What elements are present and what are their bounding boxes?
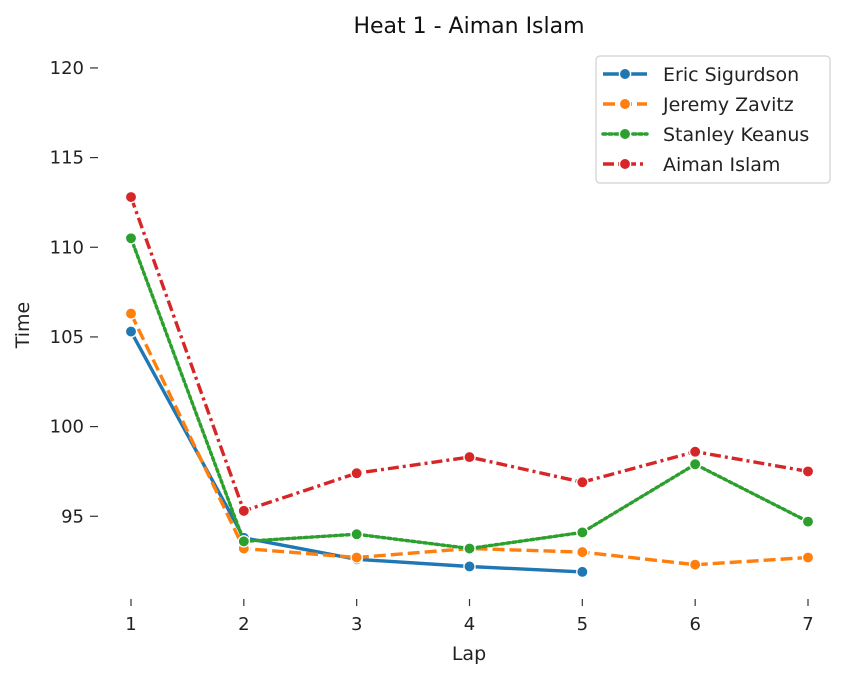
y-tick-label: 105 [50, 327, 84, 348]
legend-marker [618, 97, 632, 111]
legend-item: Eric Sigurdson [603, 64, 799, 86]
x-tick-label: 2 [238, 614, 249, 635]
legend-marker [618, 157, 632, 171]
data-point [237, 535, 251, 548]
chart-title: Heat 1 - Aiman Islam [353, 14, 584, 39]
data-point [237, 504, 251, 518]
series-line [129, 196, 809, 513]
data-point [576, 565, 589, 579]
series-line [129, 236, 810, 551]
data-point [576, 545, 589, 559]
data-point [576, 526, 589, 539]
data-point [350, 551, 363, 564]
series-line [129, 312, 809, 567]
legend: Eric Sigurdson Jeremy Zavitz Stanley Keanu… [595, 55, 831, 184]
y-tick-label: 120 [50, 58, 84, 79]
data-point [801, 465, 815, 478]
x-tick-label: 1 [125, 614, 136, 635]
x-tick-label: 4 [464, 614, 475, 635]
series-aiman-islam [124, 190, 815, 518]
data-point [124, 325, 138, 338]
data-point [801, 551, 815, 564]
legend-marker [618, 127, 632, 141]
y-tick-label: 115 [50, 148, 84, 169]
y-axis: 95 100 105 110 115 120 [50, 58, 98, 527]
series-jeremy-zavitz [124, 307, 815, 571]
data-point [124, 307, 138, 320]
legend-item: Jeremy Zavitz [603, 94, 794, 116]
data-point [124, 190, 138, 204]
data-point [801, 515, 815, 528]
series-stanley-keanus [124, 232, 815, 555]
data-point [463, 560, 476, 573]
legend-label: Eric Sigurdson [663, 64, 799, 86]
data-point [463, 450, 476, 464]
data-point [463, 542, 476, 555]
data-point [350, 527, 363, 541]
legend-label: Stanley Keanus [663, 124, 809, 146]
data-point [688, 558, 702, 571]
data-point [576, 475, 589, 489]
data-point [350, 466, 363, 480]
plot-area [124, 190, 815, 579]
x-tick-label: 6 [689, 614, 700, 635]
legend-item: Aiman Islam [603, 154, 780, 176]
data-point [688, 458, 702, 471]
x-axis-label: Lap [452, 643, 486, 665]
x-axis: 1 2 3 4 5 6 7 [125, 599, 814, 635]
x-tick-label: 5 [577, 614, 588, 635]
y-tick-label: 100 [50, 417, 84, 438]
legend-marker [618, 67, 632, 81]
data-point [688, 445, 702, 458]
x-tick-label: 3 [351, 614, 362, 635]
legend-box [595, 55, 831, 184]
y-tick-label: 110 [50, 237, 84, 258]
legend-label: Jeremy Zavitz [662, 94, 794, 116]
y-tick-label: 95 [61, 506, 84, 527]
legend-label: Aiman Islam [663, 154, 780, 176]
data-point [124, 232, 138, 245]
y-axis-label: Time [12, 302, 34, 350]
x-tick-label: 7 [802, 614, 813, 635]
legend-item: Stanley Keanus [601, 124, 809, 146]
